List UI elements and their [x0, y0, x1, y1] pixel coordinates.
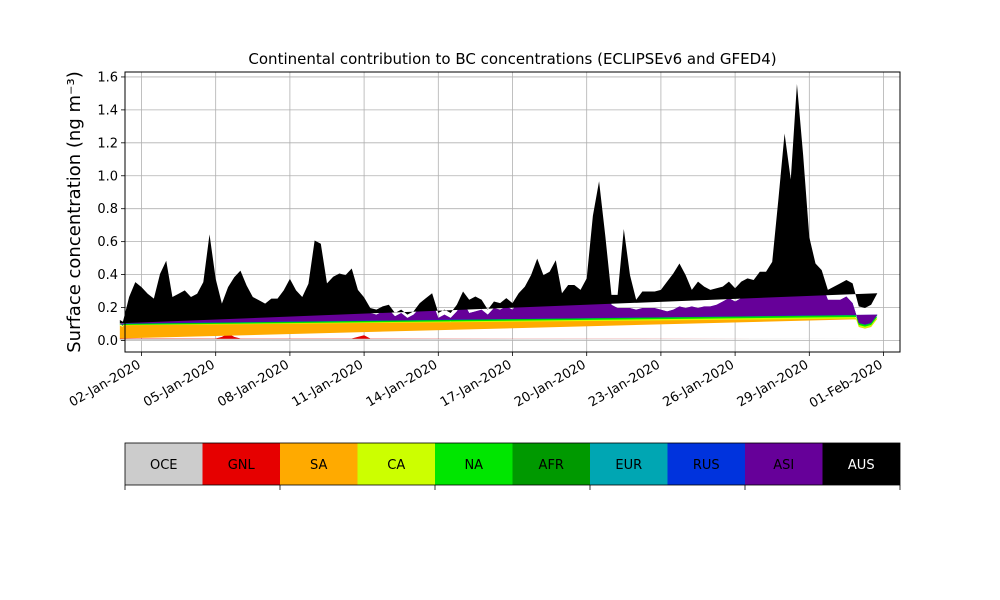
- legend-swatch-oce: [125, 443, 203, 485]
- legend-label-rus: RUS: [693, 458, 720, 473]
- area-aus: [119, 84, 878, 324]
- y-tick-label: 0.6: [97, 235, 118, 250]
- y-tick-label: 0.2: [97, 301, 118, 316]
- chart-title: Continental contribution to BC concentra…: [248, 50, 776, 68]
- y-tick-label: 0.0: [97, 334, 118, 349]
- legend-swatch-na: [435, 443, 513, 485]
- legend-swatch-aus: [822, 443, 900, 485]
- y-tick-label: 1.0: [97, 169, 118, 184]
- legend: OCE GNL SA CA NA AFR EUR RUS ASI AUS: [124, 442, 901, 490]
- legend-label-asi: ASI: [773, 458, 794, 473]
- legend-label-aus: AUS: [848, 458, 875, 473]
- legend-swatch-ca: [357, 443, 435, 485]
- legend-swatch-asi: [745, 443, 823, 485]
- y-tick-label: 0.4: [97, 268, 118, 283]
- legend-label-eur: EUR: [615, 458, 642, 473]
- y-tick-label: 1.4: [97, 103, 118, 118]
- y-tick-label: 0.8: [97, 202, 118, 217]
- legend-swatch-eur: [590, 443, 668, 485]
- legend-swatch-rus: [667, 443, 745, 485]
- legend-label-gnl: GNL: [228, 458, 256, 473]
- y-axis: 0.0 0.2 0.4 0.6 0.8 1.0 1.2 1.4 1.6: [97, 70, 125, 349]
- legend-label-sa: SA: [310, 458, 327, 473]
- legend-swatch-afr: [512, 443, 590, 485]
- legend-label-oce: OCE: [150, 458, 178, 473]
- stacked-areas: [119, 84, 878, 341]
- legend-label-ca: CA: [387, 458, 405, 473]
- area-oce: [119, 333, 878, 341]
- y-tick-label: 1.2: [97, 136, 118, 151]
- legend-swatch-sa: [280, 443, 358, 485]
- y-tick-label: 1.6: [97, 70, 118, 85]
- legend-label-afr: AFR: [539, 458, 564, 473]
- legend-frame: [124, 442, 901, 486]
- legend-swatch-gnl: [202, 443, 280, 485]
- y-axis-label: Surface concentration (ng m⁻³): [64, 71, 85, 353]
- legend-label-na: NA: [464, 458, 483, 473]
